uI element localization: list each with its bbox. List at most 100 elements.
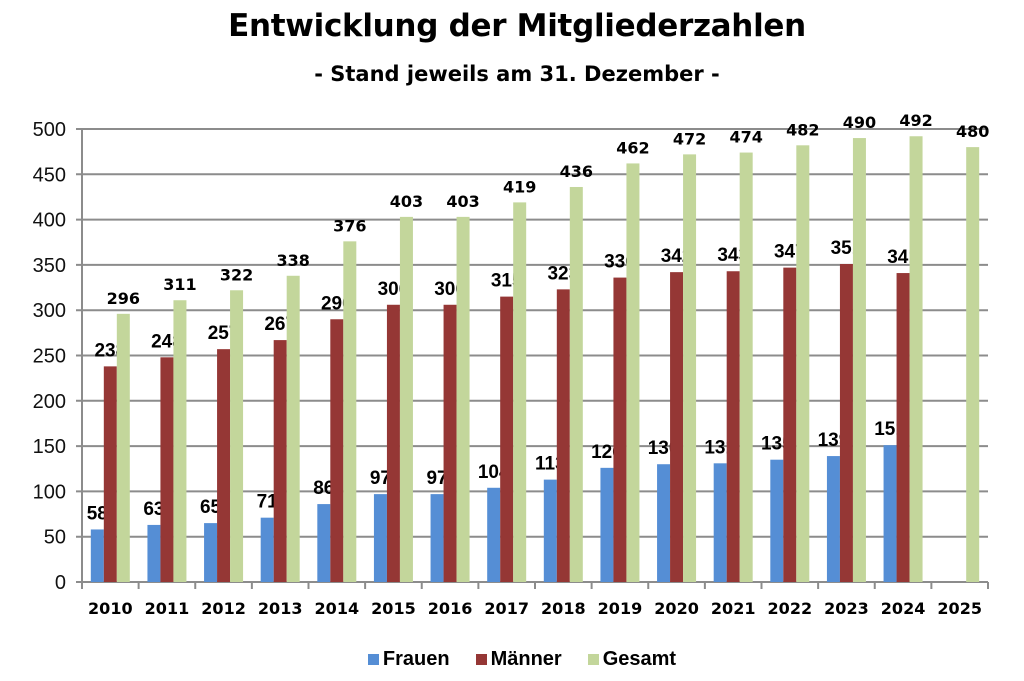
data-label: 65 xyxy=(200,497,222,518)
bar-frauen xyxy=(600,467,614,582)
bar-maenner xyxy=(500,296,514,582)
x-tick-label: 2023 xyxy=(824,599,869,618)
bar-gesamt xyxy=(909,136,923,583)
bar-maenner xyxy=(330,319,344,582)
legend-swatch-frauen xyxy=(367,654,379,665)
bar-frauen xyxy=(883,445,897,582)
data-label: 403 xyxy=(390,192,423,211)
x-tick-label: 2012 xyxy=(201,599,246,618)
x-tick-label: 2017 xyxy=(484,599,529,618)
bar-maenner xyxy=(839,263,853,582)
bar-gesamt xyxy=(626,163,640,583)
data-label: 436 xyxy=(560,162,593,181)
data-label: 490 xyxy=(843,113,876,132)
bar-frauen xyxy=(770,459,784,582)
y-tick-label: 150 xyxy=(33,436,66,458)
bar-gesamt xyxy=(513,202,527,583)
x-tick-label: 2011 xyxy=(145,599,190,618)
bar-maenner xyxy=(273,340,287,582)
bar-maenner xyxy=(613,277,627,582)
bar-frauen xyxy=(543,479,557,582)
y-tick-label: 450 xyxy=(33,164,66,186)
data-label: 419 xyxy=(503,177,536,196)
bar-frauen xyxy=(147,524,161,582)
bar-maenner xyxy=(670,272,684,582)
legend-swatch-gesamt xyxy=(587,654,599,665)
legend-item-maenner[interactable]: Männer xyxy=(475,648,562,671)
y-tick-label: 350 xyxy=(33,255,66,277)
bar-frauen xyxy=(373,494,387,582)
legend-label-maenner: Männer xyxy=(490,648,562,670)
bar-maenner xyxy=(783,267,797,582)
x-tick-label: 2018 xyxy=(541,599,586,618)
bar-gesamt xyxy=(852,138,866,582)
bar-frauen xyxy=(657,464,671,582)
bar-maenner xyxy=(217,349,231,582)
data-label: 86 xyxy=(313,478,334,499)
bar-frauen xyxy=(487,487,501,582)
bar-maenner xyxy=(386,304,400,582)
y-tick-label: 300 xyxy=(33,300,66,322)
data-label: 63 xyxy=(143,499,164,520)
x-tick-label: 2025 xyxy=(937,599,982,618)
data-label: 482 xyxy=(786,120,819,139)
data-label: 462 xyxy=(616,138,649,157)
bar-maenner xyxy=(443,304,457,582)
data-label: 71 xyxy=(257,492,279,513)
legend: Frauen Männer Gesamt xyxy=(0,648,1024,671)
y-tick-label: 500 xyxy=(33,119,66,141)
data-label: 492 xyxy=(899,111,932,130)
bar-frauen xyxy=(317,504,331,582)
bar-gesamt xyxy=(739,152,753,582)
bar-gesamt xyxy=(456,216,470,582)
bar-gesamt xyxy=(286,275,300,582)
bar-frauen xyxy=(430,494,444,582)
bar-gesamt xyxy=(343,241,357,582)
x-tick-label: 2019 xyxy=(598,599,643,618)
bar-gesamt xyxy=(399,216,413,582)
x-tick-label: 2021 xyxy=(711,599,756,618)
data-label: 97 xyxy=(426,468,447,489)
x-tick-label: 2024 xyxy=(881,599,926,618)
bar-gesamt xyxy=(230,290,244,582)
x-tick-label: 2010 xyxy=(88,599,133,618)
data-label: 474 xyxy=(729,128,762,147)
data-label: 322 xyxy=(220,265,253,284)
bar-gesamt xyxy=(116,313,130,582)
bar-maenner xyxy=(726,271,740,582)
bar-frauen xyxy=(90,529,104,582)
x-tick-label: 2016 xyxy=(428,599,473,618)
data-label: 311 xyxy=(163,275,196,294)
y-tick-label: 100 xyxy=(33,481,66,503)
data-label: 296 xyxy=(107,289,140,308)
x-tick-label: 2020 xyxy=(654,599,699,618)
x-tick-label: 2022 xyxy=(768,599,813,618)
data-label: 97 xyxy=(370,468,391,489)
legend-swatch-maenner xyxy=(475,654,487,665)
legend-label-frauen: Frauen xyxy=(382,648,450,670)
data-label: 472 xyxy=(673,129,706,148)
bar-frauen xyxy=(204,523,218,582)
y-tick-label: 400 xyxy=(33,210,66,232)
bar-maenner xyxy=(160,357,174,582)
data-label: 480 xyxy=(956,122,989,141)
y-tick-label: 250 xyxy=(33,346,66,368)
legend-label-gesamt: Gesamt xyxy=(602,648,677,670)
bar-maenner xyxy=(896,273,910,582)
y-tick-label: 200 xyxy=(33,391,66,413)
bar-frauen xyxy=(826,456,840,582)
data-label: 58 xyxy=(87,503,108,524)
legend-item-frauen[interactable]: Frauen xyxy=(367,648,450,671)
bar-maenner xyxy=(556,289,570,582)
data-label: 338 xyxy=(276,251,309,270)
bar-gesamt xyxy=(569,186,583,582)
x-tick-label: 2015 xyxy=(371,599,416,618)
legend-item-gesamt[interactable]: Gesamt xyxy=(587,648,677,671)
x-tick-label: 2013 xyxy=(258,599,303,618)
chart-subtitle: - Stand jeweils am 31. Dezember - xyxy=(314,62,720,86)
data-label: 403 xyxy=(446,192,479,211)
y-tick-label: 0 xyxy=(55,572,66,594)
bar-gesamt xyxy=(966,147,980,582)
bar-maenner xyxy=(103,366,117,582)
